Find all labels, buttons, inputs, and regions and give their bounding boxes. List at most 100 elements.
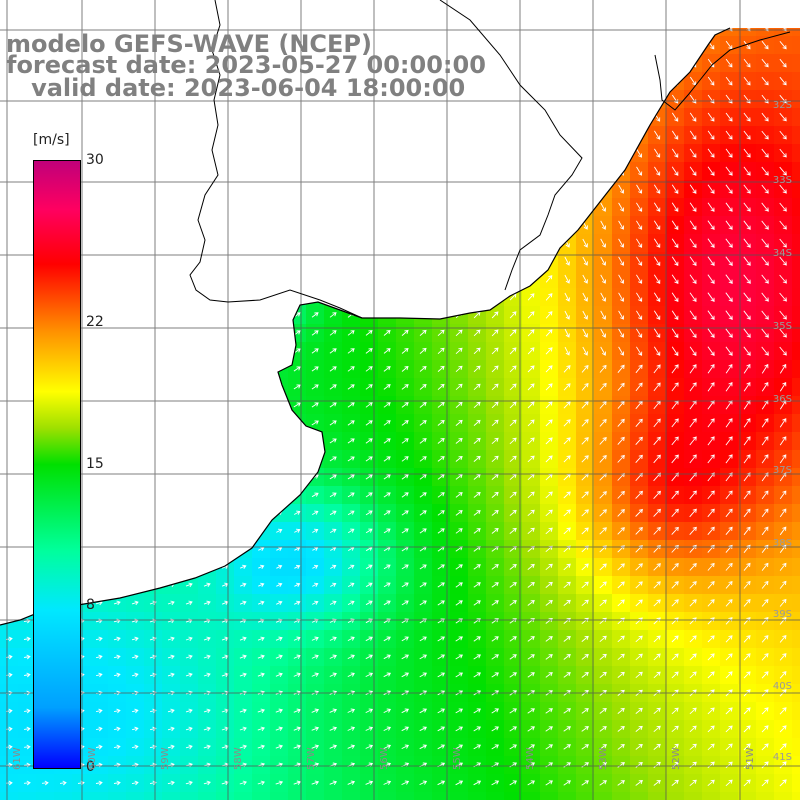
- wind-arrow-icon: [167, 708, 175, 714]
- wind-arrow-icon: [473, 744, 481, 750]
- wind-cell: [162, 792, 181, 800]
- wind-arrow-icon: [527, 744, 535, 750]
- wind-arrow-icon: [473, 636, 481, 642]
- wind-arrow-icon: [581, 780, 589, 786]
- wind-arrow-icon: [419, 708, 428, 714]
- wind-arrow-icon: [725, 526, 733, 535]
- wind-arrow-icon: [383, 528, 391, 534]
- lagoon-outline: [654, 31, 791, 111]
- wind-cell: [720, 792, 739, 800]
- wind-arrow-icon: [293, 780, 302, 785]
- wind-arrow-icon: [437, 329, 445, 337]
- wind-arrow-icon: [563, 437, 571, 445]
- wind-arrow-icon: [563, 383, 571, 391]
- wind-cell: [666, 792, 685, 800]
- wind-arrow-icon: [347, 348, 355, 354]
- wind-arrow-icon: [671, 166, 679, 176]
- wind-arrow-icon: [527, 383, 535, 391]
- wind-arrow-icon: [545, 329, 553, 337]
- wind-arrow-icon: [545, 401, 553, 409]
- wind-arrow-icon: [671, 130, 679, 140]
- wind-arrow-icon: [761, 743, 769, 751]
- wind-arrow-icon: [689, 346, 697, 356]
- wind-arrow-icon: [329, 420, 337, 426]
- wind-arrow-icon: [743, 148, 751, 158]
- wind-cell: [90, 792, 109, 800]
- wind-arrow-icon: [95, 654, 103, 660]
- wind-arrow-icon: [779, 454, 787, 464]
- wind-arrow-icon: [473, 780, 482, 786]
- wind-arrow-icon: [329, 600, 337, 605]
- wind-arrow-icon: [365, 726, 374, 731]
- wind-arrow-icon: [41, 780, 49, 786]
- wind-arrow-icon: [455, 726, 464, 732]
- latitude-label: 35S: [772, 321, 792, 332]
- wind-arrow-icon: [617, 671, 625, 678]
- wind-arrow-icon: [707, 490, 715, 500]
- wind-arrow-icon: [383, 402, 391, 408]
- wind-arrow-icon: [527, 293, 535, 301]
- wind-arrow-icon: [653, 454, 661, 464]
- wind-cell: [738, 792, 757, 800]
- wind-cell: [252, 792, 271, 800]
- wind-arrow-icon: [743, 598, 751, 607]
- wind-arrow-icon: [581, 671, 589, 678]
- wind-arrow-icon: [617, 364, 625, 373]
- wind-arrow-icon: [365, 330, 373, 336]
- wind-arrow-icon: [401, 329, 409, 336]
- colorbar-tick-label: 30: [86, 152, 104, 168]
- wind-arrow-icon: [689, 148, 697, 158]
- wind-arrow-icon: [293, 654, 301, 659]
- wind-arrow-icon: [599, 563, 607, 571]
- wind-cell: [36, 792, 55, 800]
- wind-arrow-icon: [203, 654, 211, 660]
- longitude-label: 53W: [598, 747, 609, 770]
- wind-arrow-icon: [671, 346, 679, 356]
- wind-arrow-icon: [509, 726, 517, 732]
- wind-arrow-icon: [239, 744, 247, 750]
- wind-arrow-icon: [725, 562, 733, 571]
- wind-arrow-icon: [653, 707, 661, 715]
- wind-arrow-icon: [563, 672, 571, 678]
- wind-arrow-icon: [671, 581, 679, 589]
- wind-cell: [792, 108, 800, 127]
- wind-arrow-icon: [401, 510, 409, 516]
- wind-arrow-icon: [203, 744, 211, 750]
- wind-arrow-icon: [347, 564, 355, 569]
- wind-arrow-icon: [257, 708, 265, 714]
- longitude-label: 57W: [306, 747, 317, 770]
- wind-cell: [72, 792, 91, 800]
- coastline: [0, 27, 731, 626]
- wind-arrow-icon: [725, 202, 733, 212]
- wind-arrow-icon: [383, 474, 391, 480]
- wind-arrow-icon: [725, 418, 733, 428]
- wind-arrow-icon: [563, 581, 571, 589]
- latitude-label: 33S: [772, 175, 792, 186]
- wind-arrow-icon: [635, 707, 643, 714]
- wind-arrow-icon: [761, 598, 769, 607]
- wind-arrow-icon: [761, 292, 769, 302]
- wind-arrow-icon: [761, 130, 769, 140]
- wind-arrow-icon: [563, 563, 571, 571]
- wind-arrow-icon: [401, 384, 409, 390]
- wind-arrow-icon: [383, 636, 391, 642]
- wind-arrow-icon: [401, 564, 409, 570]
- wind-arrow-icon: [365, 744, 374, 749]
- wind-arrow-icon: [258, 582, 265, 588]
- wind-cell: [792, 378, 800, 397]
- wind-arrow-icon: [725, 238, 733, 248]
- wind-arrow-icon: [113, 672, 121, 678]
- wind-arrow-icon: [312, 528, 319, 533]
- wind-arrow-icon: [401, 474, 409, 480]
- wind-arrow-icon: [437, 582, 445, 588]
- wind-arrow-icon: [779, 274, 787, 284]
- wind-cell: [792, 486, 800, 505]
- wind-arrow-icon: [707, 454, 715, 464]
- wind-arrow-icon: [455, 347, 463, 355]
- wind-cell: [792, 666, 800, 685]
- wind-arrow-icon: [599, 726, 607, 732]
- wind-arrow-icon: [653, 220, 661, 230]
- wind-arrow-icon: [455, 744, 463, 750]
- wind-arrow-icon: [239, 654, 247, 660]
